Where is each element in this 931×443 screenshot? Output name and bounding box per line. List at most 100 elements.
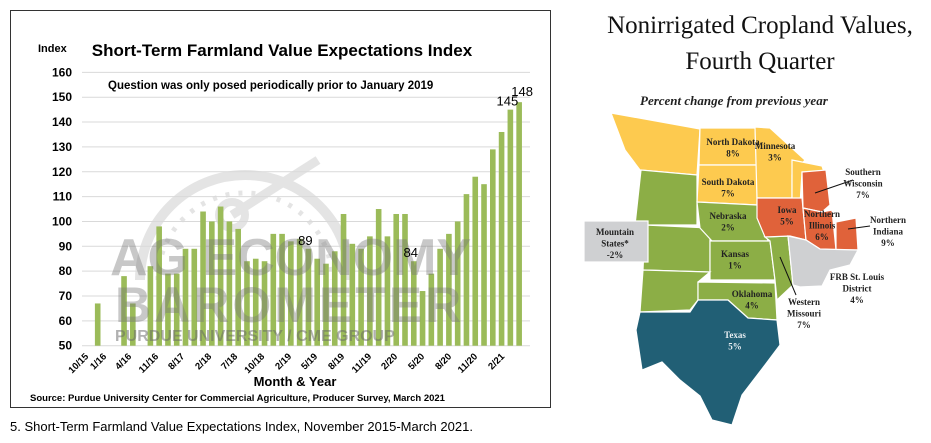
- x-axis-label: Month & Year: [254, 374, 337, 389]
- x-tick-label: 2/21: [486, 351, 507, 372]
- region-northern-illinois: [802, 207, 837, 251]
- bar: [94, 303, 101, 346]
- y-tick-label: 90: [59, 239, 73, 253]
- bar: [165, 273, 171, 346]
- x-tick-label: 11/19: [350, 351, 374, 375]
- y-tick-label: 60: [59, 314, 73, 328]
- x-tick-label: 8/20: [433, 351, 454, 372]
- bar: [402, 213, 408, 346]
- map-region-label: FRB St. Louis: [830, 272, 885, 282]
- x-tick-label: 2/19: [273, 351, 294, 372]
- bar: [156, 226, 162, 346]
- bar: [235, 228, 241, 346]
- figure-caption: 5. Short-Term Farmland Value Expectation…: [10, 419, 473, 434]
- watermark-text-1: AG ECONOMY: [110, 229, 471, 287]
- map-subtitle: Percent change from previous year: [640, 93, 828, 108]
- chart-frame: [10, 10, 551, 408]
- map-region-label: 5%: [728, 342, 742, 352]
- leader-line-indiana: [847, 225, 871, 230]
- data-label: 89: [298, 233, 312, 248]
- map-region-label: 7%: [856, 190, 870, 200]
- region-western-missouri: [763, 235, 794, 302]
- x-tick-label: 8/17: [166, 351, 187, 372]
- x-tick-label: 2/18: [193, 351, 214, 372]
- bar: [261, 261, 268, 346]
- bar: [270, 233, 277, 346]
- bar: [305, 248, 312, 346]
- bar: [490, 149, 496, 346]
- watermark-text-3: PURDUE UNIVERSITY / CME GROUP: [115, 328, 395, 345]
- x-tick-label: 5/19: [299, 351, 320, 372]
- bar: [296, 238, 303, 346]
- chart-title: Short-Term Farmland Value Expectations I…: [92, 41, 473, 60]
- x-tick-label: 8/19: [326, 351, 347, 372]
- bar: [340, 213, 347, 346]
- region-mountain-states: [583, 220, 649, 263]
- map-region-label: -2%: [607, 250, 624, 260]
- x-tick-label: 7/18: [219, 351, 240, 372]
- map-region-label: 7%: [721, 189, 735, 199]
- map-region-label: 1%: [728, 261, 742, 271]
- region-colorado: [642, 224, 711, 273]
- bar: [226, 221, 233, 346]
- bar: [191, 248, 198, 346]
- map-region-label: 8%: [726, 149, 740, 159]
- region-wyoming: [634, 169, 698, 226]
- x-tick-label: 10/18: [243, 351, 268, 376]
- y-tick-label: 110: [53, 190, 73, 204]
- bar: [323, 263, 329, 346]
- map-region-label: Illinois: [809, 221, 836, 231]
- map-region-label: 9%: [881, 238, 895, 248]
- map-region-label: Western: [788, 297, 820, 307]
- region-south-dakota: [696, 164, 758, 206]
- bar: [375, 209, 382, 346]
- watermark-text-2: BAROMETER: [115, 277, 464, 333]
- bar: [454, 221, 461, 346]
- map-region-label: Kansas: [721, 249, 750, 259]
- x-tick-label: 2/20: [379, 351, 400, 372]
- bar: [182, 248, 189, 346]
- map-region-label: Oklahoma: [732, 289, 773, 299]
- chart-note: Question was only posed periodically pri…: [108, 80, 433, 92]
- bar: [217, 206, 224, 346]
- gauge-ticks-icon: [155, 190, 335, 281]
- map-region-label: Minnesota: [755, 141, 796, 151]
- region-north-wisconsin: [791, 159, 825, 207]
- region-nebraska: [696, 201, 769, 242]
- data-label: 84: [404, 245, 418, 260]
- bar: [173, 273, 180, 346]
- bar: [358, 248, 364, 346]
- bar: [481, 184, 487, 346]
- x-tick-label: 11/16: [137, 351, 161, 375]
- data-label: 145: [497, 94, 519, 109]
- region-frb-st-louis: [787, 235, 859, 288]
- bar: [130, 303, 136, 346]
- bar: [393, 213, 400, 346]
- bar: [200, 211, 206, 346]
- bar: [463, 194, 470, 346]
- map-title-line1: Nonirrigated Cropland Values,: [607, 12, 913, 39]
- bar: [446, 233, 452, 346]
- bar: [367, 236, 373, 346]
- map-region-label: Northern: [870, 215, 906, 225]
- y-axis-label: Index: [38, 43, 68, 55]
- map-region-label: District: [843, 284, 872, 294]
- map-region-label: 6%: [815, 232, 829, 242]
- x-tick-label: 4/16: [113, 351, 134, 372]
- bar: [410, 261, 417, 346]
- map-region-label: 7%: [797, 320, 811, 330]
- map-region-label: 4%: [745, 301, 759, 311]
- y-tick-label: 120: [52, 165, 72, 179]
- region-minnesota: [754, 126, 806, 199]
- bar: [349, 243, 356, 346]
- map-region-label: Southern: [845, 167, 881, 177]
- y-tick-label: 160: [52, 65, 72, 79]
- gauge-arc-icon: [135, 170, 355, 281]
- bar: [331, 251, 338, 346]
- region-montana: [610, 112, 701, 176]
- bar: [428, 273, 435, 346]
- map-title-line2: Fourth Quarter: [685, 48, 835, 75]
- x-tick-label: 10/15: [67, 351, 92, 376]
- region-oklahoma: [697, 281, 778, 321]
- x-tick-label: 5/20: [406, 351, 427, 372]
